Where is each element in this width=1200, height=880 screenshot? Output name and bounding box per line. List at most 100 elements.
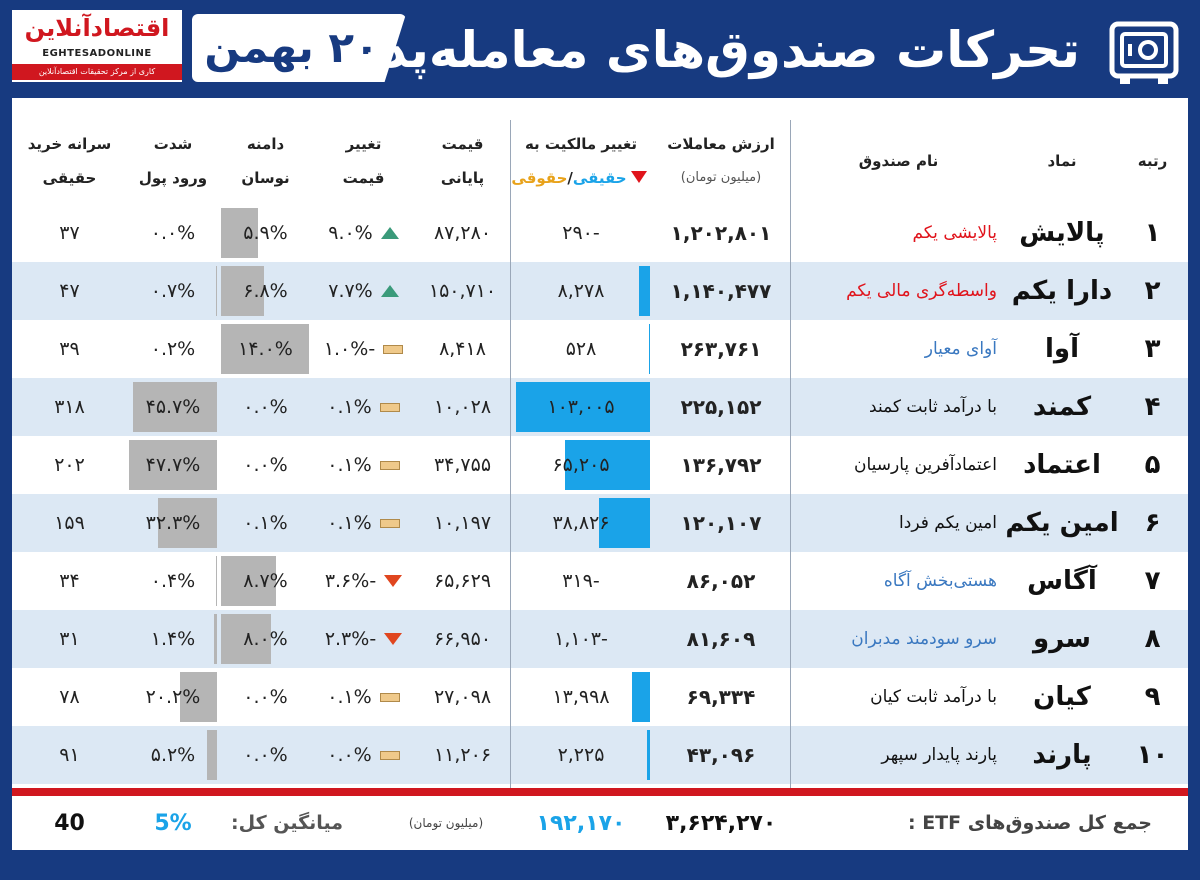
footer-unit: (میلیون تومان) (408, 816, 484, 830)
range-value: ۰.۰% (243, 686, 288, 708)
cell-per-capita: ۳۱ (12, 610, 127, 668)
cell-fund-name: با درآمد ثابت کیان (790, 668, 1007, 726)
cell-range: ۵.۹% (219, 204, 312, 262)
price-change: -۲.۳% (324, 628, 377, 650)
fund-symbol: امین یکم (1005, 508, 1119, 538)
cell-inflow: ۴۵.۷% (127, 378, 219, 436)
col-symbol: نماد (1007, 120, 1117, 202)
cell-symbol: اعتماد (1007, 436, 1117, 494)
fund-symbol: کمند (1032, 392, 1092, 422)
ownership-bar (565, 440, 650, 490)
logo-latin: EGHTESADONLINE (42, 48, 152, 59)
trend-flat-icon (379, 402, 400, 412)
col-close-price-label-2: پایانی (440, 169, 485, 187)
range-bar (221, 324, 309, 374)
table-row: ۲ دارا یکم واسطه‌گری مالی یکم ۱,۱۴۰,۴۷۷ ۸,۲۷… (12, 262, 1188, 320)
range-bar (221, 266, 264, 316)
cell-range: ۸.۷% (219, 552, 312, 610)
range-value: ۸.۷% (243, 570, 288, 592)
cell-per-capita: ۳۴ (12, 552, 127, 610)
logo-subtitle: کاری از مرکز تحقیقات اقتصادآنلاین (12, 64, 182, 80)
fund-symbol: پالایش (1019, 218, 1105, 248)
logo: اقتصادآنلاین EGHTESADONLINE کاری از مرکز… (12, 10, 182, 82)
col-per-capita-label: سرانه خرید (27, 135, 112, 153)
per-capita-value: ۳۱ (59, 628, 80, 650)
cell-per-capita: ۳۷ (12, 204, 127, 262)
inflow-value: ۴۷.۷% (145, 454, 201, 476)
close-price: ۸,۴۱۸ (439, 338, 486, 360)
cell-range: ۰.۰% (219, 378, 312, 436)
rank-value: ۷ (1144, 566, 1161, 596)
cell-price-change: -۲.۳% (312, 610, 415, 668)
trend-down-icon (384, 633, 403, 645)
price-change: ۰.۱% (327, 512, 372, 534)
cell-rank: ۷ (1117, 552, 1188, 610)
ownership-change: ۲,۲۲۵ (557, 744, 605, 766)
cell-price-change: ۰.۱% (312, 494, 415, 552)
close-price: ۱۰,۱۹۷ (433, 512, 492, 534)
legend-sep: / (567, 169, 573, 187)
fund-name: اعتمادآفرین پارسیان (853, 455, 997, 475)
page-title: تحرکات صندوق‌های معامله‌پذیر (331, 21, 1080, 79)
cell-per-capita: ۳۹ (12, 320, 127, 378)
cell-close-price: ۱۵۰,۷۱۰ (415, 262, 510, 320)
range-bar (221, 208, 258, 258)
inflow-value: ۲۰.۲% (145, 686, 201, 708)
range-value: ۰.۰% (243, 744, 288, 766)
cell-rank: ۹ (1117, 668, 1188, 726)
per-capita-value: ۷۸ (59, 686, 80, 708)
cell-rank: ۱ (1117, 204, 1188, 262)
footer-avg-per-capita: 40 (54, 810, 85, 836)
cell-trade-value: ۲۲۵,۱۵۲ (652, 378, 790, 436)
trend-flat-icon (379, 460, 400, 470)
cell-inflow: ۰.۲% (127, 320, 219, 378)
triangle-down-icon (630, 171, 647, 183)
col-inflow-label: شدت (153, 135, 193, 153)
cell-ownership: -۲۹۰ (510, 204, 652, 262)
ownership-bar (639, 266, 650, 316)
cell-trade-value: ۱۲۰,۱۰۷ (652, 494, 790, 552)
cell-per-capita: ۹۱ (12, 726, 127, 784)
footer-ownership-cell: ۱۹۲,۱۷۰ (510, 796, 652, 850)
per-capita-value: ۹۱ (59, 744, 80, 766)
per-capita-value: ۱۵۹ (54, 512, 85, 534)
fund-symbol: اعتماد (1023, 450, 1101, 480)
inflow-bar (133, 382, 217, 432)
col-trade-value-unit: (میلیون تومان) (680, 170, 762, 185)
cell-trade-value: ۱۳۶,۷۹۲ (652, 436, 790, 494)
cell-inflow: ۰.۴% (127, 552, 219, 610)
inflow-value: ۰.۴% (150, 570, 196, 592)
trade-value: ۲۲۵,۱۵۲ (680, 395, 762, 419)
close-price: ۱۰,۰۲۸ (433, 396, 492, 418)
col-trade-value: ارزش معاملات (میلیون تومان) (652, 120, 790, 202)
cell-inflow: ۵.۲% (127, 726, 219, 784)
price-change: ۰.۰% (327, 744, 372, 766)
cell-ownership: ۱۰۳,۰۰۵ (510, 378, 652, 436)
trade-value: ۱۳۶,۷۹۲ (680, 453, 762, 477)
cell-trade-value: ۱,۱۴۰,۴۷۷ (652, 262, 790, 320)
close-price: ۶۵,۶۲۹ (433, 570, 492, 592)
col-close-price-label: قیمت (441, 135, 484, 153)
col-range-label-2: نوسان (241, 169, 290, 187)
inflow-bar (129, 440, 217, 490)
per-capita-value: ۳۱۸ (54, 396, 85, 418)
inflow-value: ۰.۷% (150, 280, 196, 302)
ownership-change: -۳۱۹ (562, 570, 600, 592)
cell-rank: ۴ (1117, 378, 1188, 436)
cell-close-price: ۸۷,۲۸۰ (415, 204, 510, 262)
safe-icon (1109, 21, 1179, 84)
cell-price-change: ۷.۷% (312, 262, 415, 320)
range-value: ۰.۰% (243, 396, 288, 418)
cell-range: ۰.۰% (219, 726, 312, 784)
col-trade-value-label: ارزش معاملات (667, 135, 775, 153)
ownership-change: ۳۸,۸۲۶ (552, 512, 610, 534)
col-per-capita: سرانه خرید حقیقی (12, 120, 127, 202)
col-ownership-label: تغییر مالکیت به (524, 135, 638, 153)
cell-range: ۶.۸% (219, 262, 312, 320)
cell-price-change: -۱.۰% (312, 320, 415, 378)
ownership-change: ۱۰۳,۰۰۵ (547, 396, 615, 418)
range-value: ۵.۹% (243, 222, 288, 244)
cell-close-price: ۲۷,۰۹۸ (415, 668, 510, 726)
date-badge: ۲۰ بهمن (192, 14, 406, 82)
rank-value: ۱ (1144, 218, 1161, 248)
